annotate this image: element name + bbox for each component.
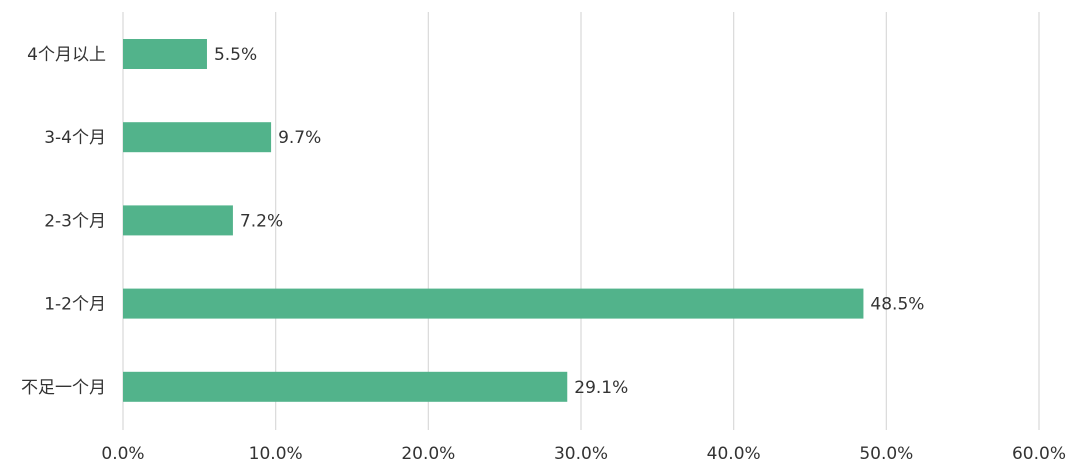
x-tick-label: 20.0% <box>401 444 455 464</box>
x-tick-label: 0.0% <box>101 444 144 464</box>
category-label: 不足一个月 <box>21 378 106 398</box>
data-label: 48.5% <box>870 295 924 315</box>
category-label: 2-3个月 <box>44 211 106 231</box>
x-tick-label: 10.0% <box>249 444 303 464</box>
x-tick-label: 40.0% <box>707 444 761 464</box>
x-tick-label: 30.0% <box>554 444 608 464</box>
bar <box>123 205 233 236</box>
data-label: 29.1% <box>574 378 628 398</box>
bar <box>123 39 207 69</box>
x-tick-label: 50.0% <box>859 444 913 464</box>
x-tick-label: 60.0% <box>1012 444 1066 464</box>
data-labels: 5.5% 9.7% 7.2% 48.5% 29.1% <box>214 45 924 398</box>
category-label: 3-4个月 <box>44 128 106 148</box>
category-label: 1-2个月 <box>44 295 106 315</box>
bar <box>123 371 568 402</box>
bars <box>123 39 864 402</box>
x-axis-tick-labels: 0.0% 10.0% 20.0% 30.0% 40.0% 50.0% 60.0% <box>101 444 1066 464</box>
bar <box>123 288 864 319</box>
bar <box>123 122 272 153</box>
data-label: 5.5% <box>214 45 257 65</box>
data-label: 7.2% <box>240 211 283 231</box>
category-label: 4个月以上 <box>27 45 106 65</box>
data-label: 9.7% <box>278 128 321 148</box>
gridlines <box>122 12 1040 430</box>
